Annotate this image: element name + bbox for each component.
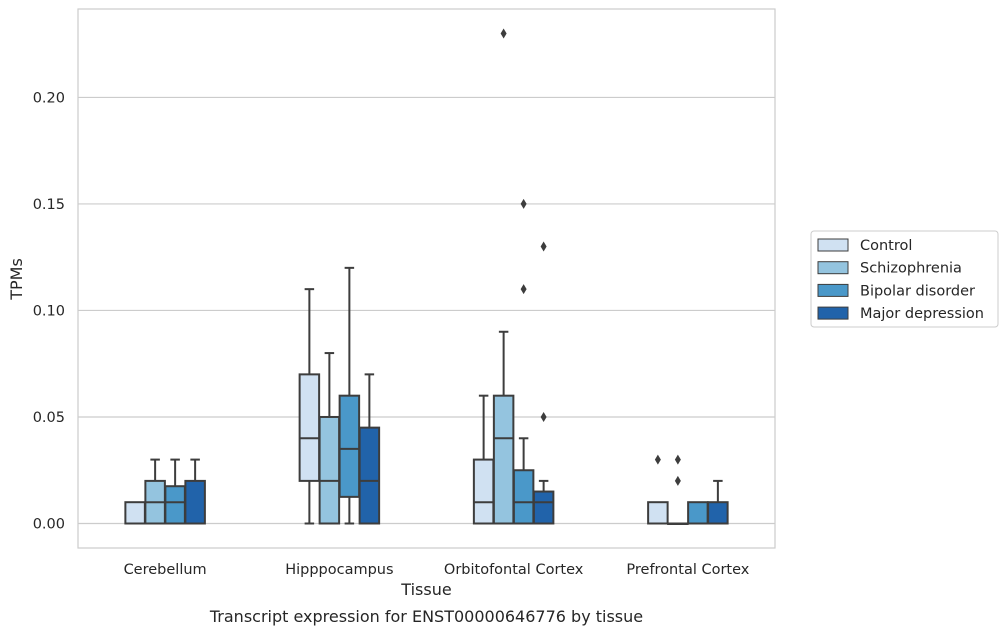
x-tick-label: Orbitofontal Cortex bbox=[444, 562, 584, 578]
y-tick-label: 0.10 bbox=[33, 303, 65, 319]
legend-label: Bipolar disorder bbox=[860, 283, 975, 299]
box-major-depression bbox=[532, 490, 555, 525]
box-plot-groups bbox=[124, 28, 729, 525]
y-tick-label: 0.00 bbox=[33, 517, 65, 533]
outlier-point bbox=[674, 475, 681, 486]
legend: Control Schizophrenia Bipolar disorder Majo… bbox=[810, 230, 999, 328]
x-tick-label: Cerebellum bbox=[124, 562, 207, 578]
outlier-point bbox=[520, 198, 527, 209]
y-tick-label: 0.20 bbox=[33, 90, 65, 106]
y-axis-label: TPMs bbox=[7, 258, 26, 301]
legend-swatch bbox=[817, 261, 849, 275]
box-bipolar-disorder bbox=[687, 501, 709, 525]
outlier-point bbox=[674, 454, 681, 465]
box-schizophrenia bbox=[318, 415, 341, 525]
box-control bbox=[298, 373, 321, 482]
y-tick-label: 0.15 bbox=[33, 197, 65, 213]
box-control bbox=[472, 458, 495, 525]
y-tick-label: 0.05 bbox=[33, 410, 65, 426]
box-control bbox=[647, 501, 669, 525]
legend-label: Major depression bbox=[860, 306, 984, 322]
outlier-point bbox=[654, 454, 661, 465]
legend-label: Schizophrenia bbox=[860, 261, 962, 277]
x-tick-label: Hipppocampus bbox=[285, 562, 393, 578]
box-group bbox=[472, 28, 555, 525]
outlier-point bbox=[500, 28, 507, 39]
y-gridlines bbox=[78, 96, 775, 525]
box-bipolar-disorder bbox=[512, 469, 535, 525]
x-tick-label: Prefrontal Cortex bbox=[626, 562, 749, 578]
legend-swatch bbox=[817, 238, 849, 252]
legend-label: Control bbox=[860, 238, 912, 254]
legend-swatch bbox=[817, 283, 849, 297]
box-group bbox=[647, 454, 729, 525]
legend-swatch bbox=[817, 306, 849, 320]
legend-frame bbox=[810, 230, 999, 328]
plot-area-frame bbox=[77, 8, 776, 549]
box-schizophrenia bbox=[492, 394, 515, 525]
outlier-point bbox=[520, 284, 527, 295]
x-axis-tick-labels: Cerebellum Hipppocampus Orbitofontal Corte… bbox=[124, 562, 750, 578]
box-bipolar-disorder bbox=[164, 485, 186, 525]
chart-caption: Transcript expression for ENST0000064677… bbox=[209, 607, 643, 626]
box-group bbox=[298, 266, 381, 525]
box-bipolar-disorder bbox=[338, 394, 361, 498]
y-axis-tick-labels: 0.00 0.05 0.10 0.15 0.20 bbox=[33, 90, 65, 532]
box-major-depression bbox=[184, 479, 206, 525]
outlier-point bbox=[540, 241, 547, 252]
x-axis-label: Tissue bbox=[400, 580, 451, 599]
box-group bbox=[124, 458, 206, 525]
box-major-depression bbox=[707, 501, 729, 525]
box-control bbox=[124, 501, 146, 525]
outlier-point bbox=[540, 411, 547, 422]
box-major-depression bbox=[358, 426, 381, 525]
